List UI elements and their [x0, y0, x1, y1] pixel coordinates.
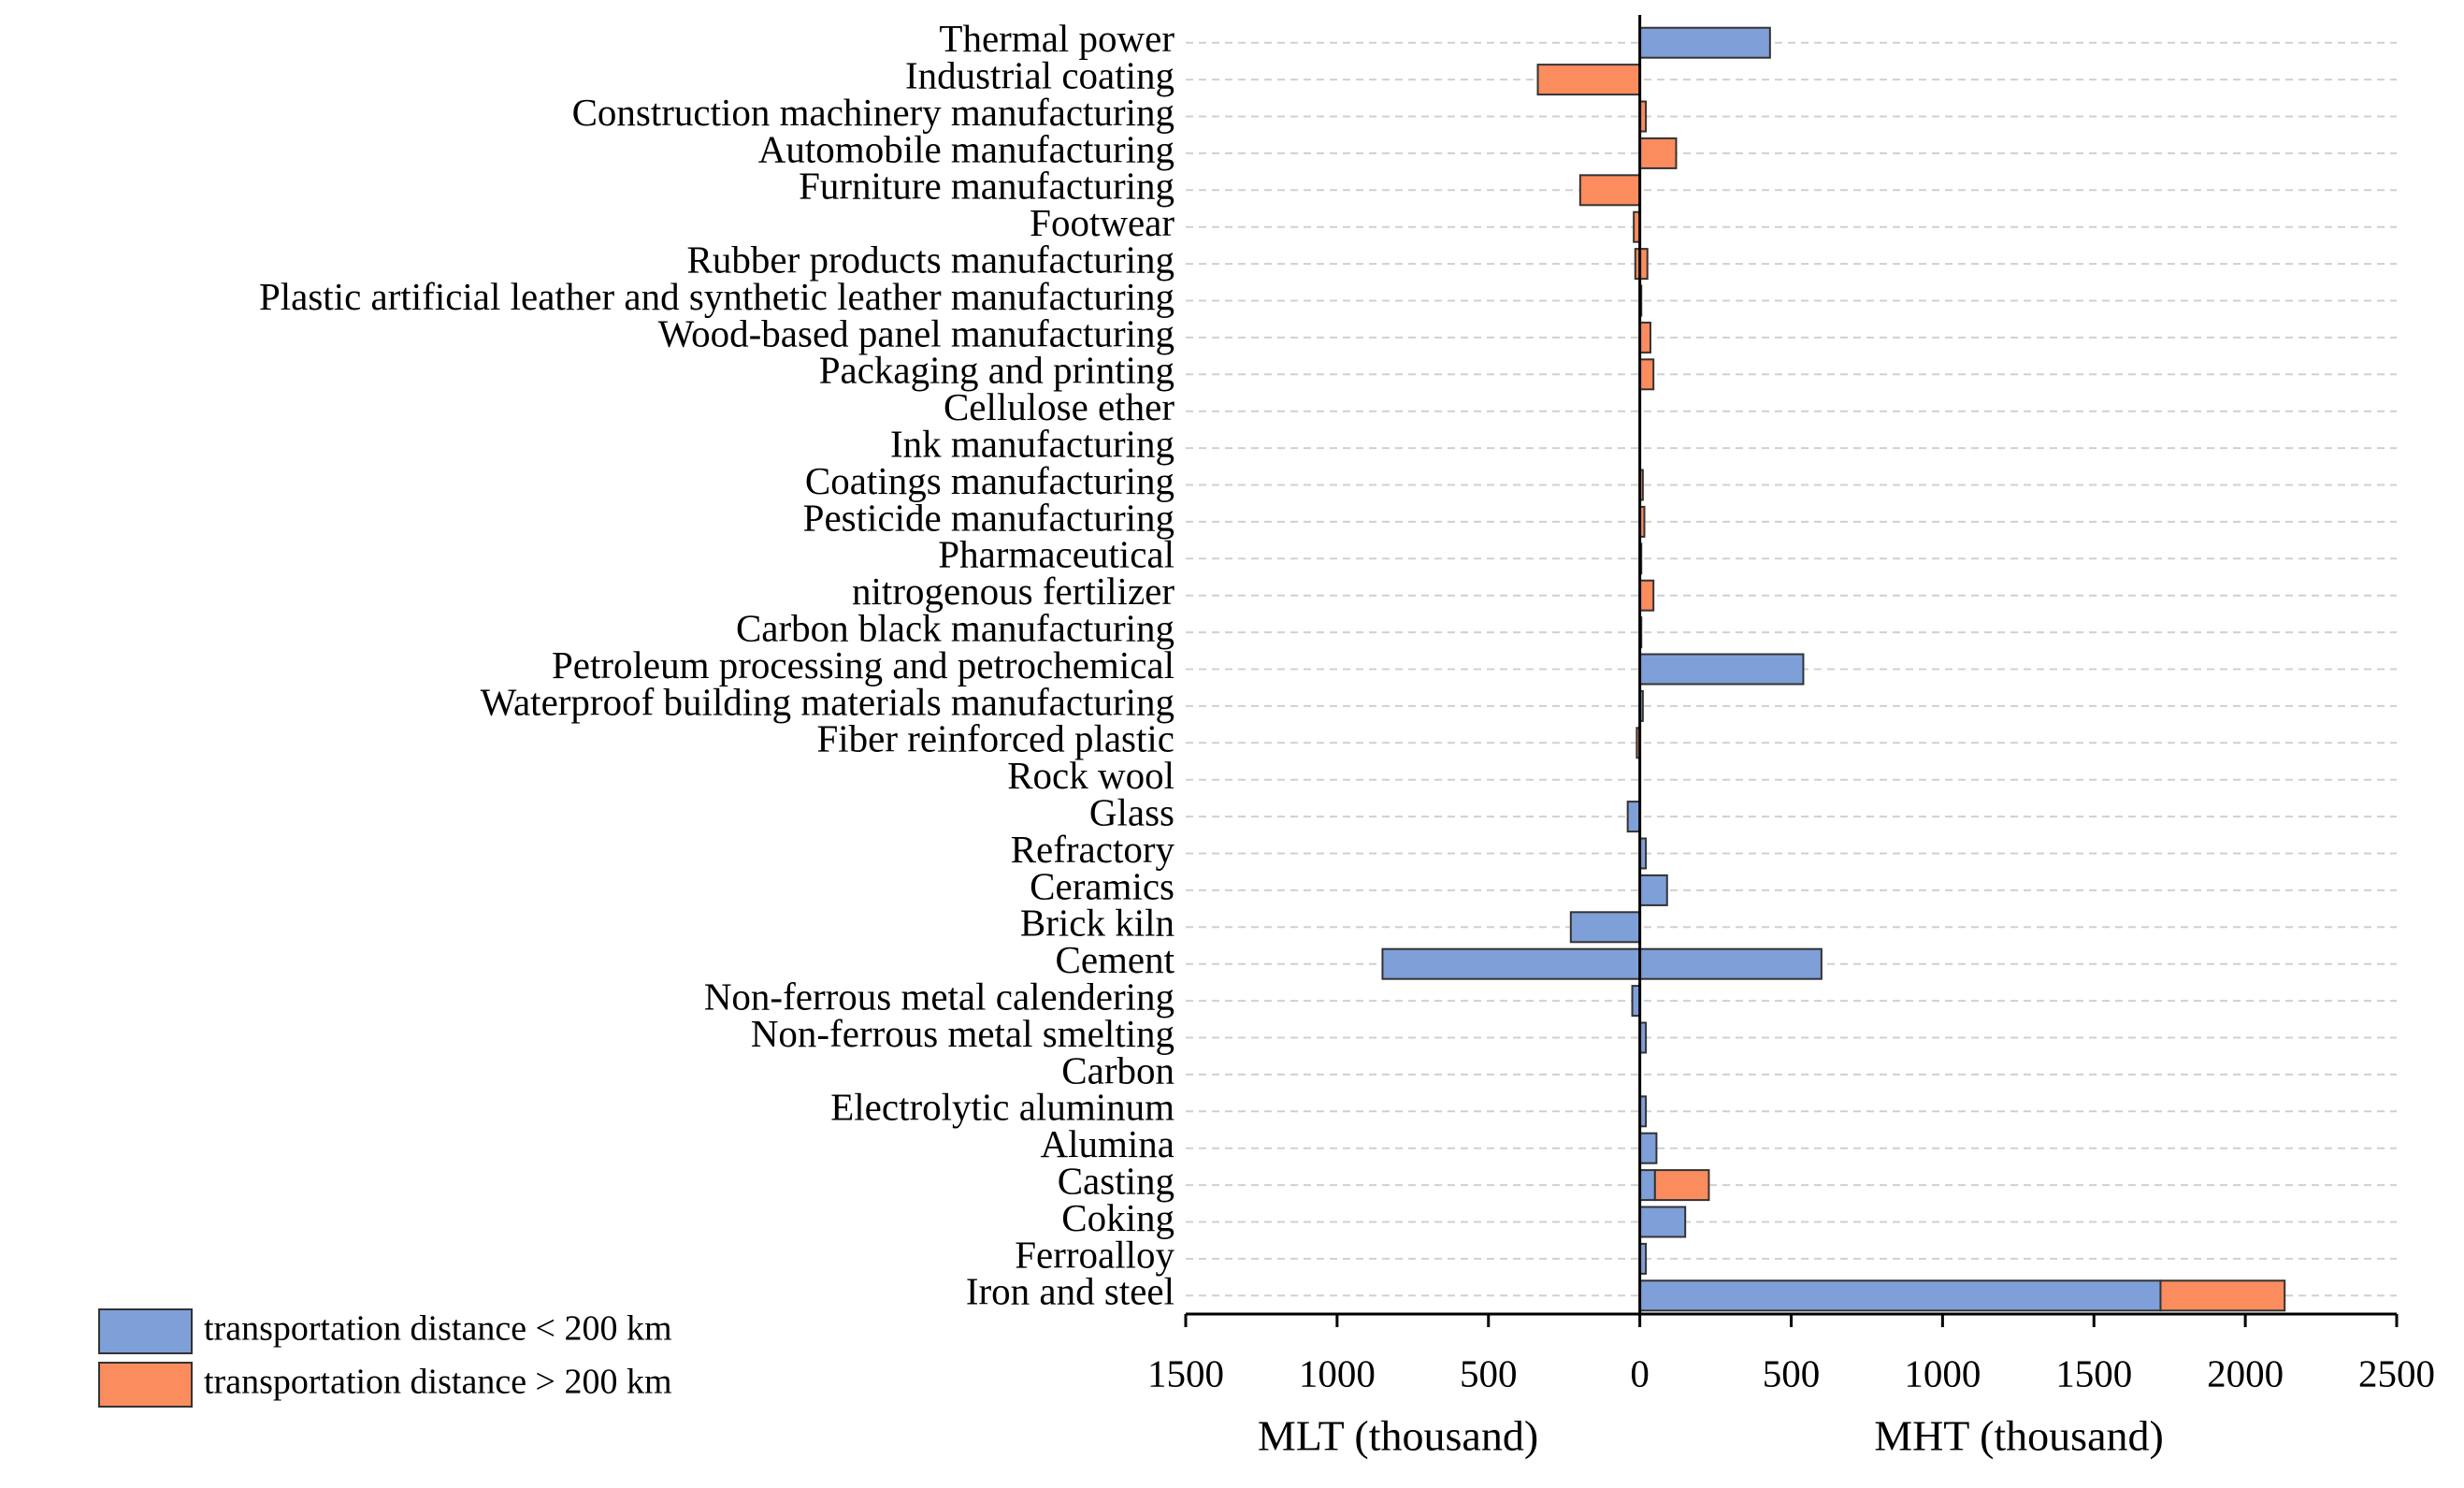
x-tick-label: 1000 — [1904, 1351, 1981, 1394]
bar — [1638, 26, 1771, 59]
bar — [1638, 137, 1678, 169]
bar — [1638, 1132, 1658, 1164]
y-tick-label: Non-ferrous metal smelting — [751, 1012, 1174, 1055]
bar — [1381, 947, 1641, 980]
y-tick-label: Plastic artificial leather and synthetic… — [259, 275, 1174, 318]
bar — [2159, 1279, 2286, 1312]
y-tick-label: Rock wool — [1007, 754, 1174, 797]
y-tick-label: Non-ferrous metal calendering — [704, 975, 1174, 1018]
y-tick-label: Electrolytic aluminum — [830, 1086, 1174, 1129]
y-tick-label: Cement — [1055, 938, 1174, 981]
y-tick-label: Alumina — [1041, 1122, 1174, 1165]
y-tick-label: Coatings manufacturing — [805, 459, 1174, 502]
y-tick-label: Thermal power — [939, 17, 1174, 60]
y-tick-label: Furniture manufacturing — [799, 165, 1174, 208]
x-tick-label: 0 — [1630, 1351, 1650, 1394]
legend-swatch — [98, 1308, 193, 1354]
y-tick-label: Brick kiln — [1020, 902, 1174, 945]
bar — [1638, 947, 1823, 980]
bar — [1653, 1169, 1710, 1202]
bar — [1638, 1279, 2162, 1312]
y-tick-label: Carbon — [1061, 1048, 1174, 1091]
bar — [1638, 653, 1805, 686]
y-tick-label: Ink manufacturing — [890, 423, 1174, 466]
bar — [1578, 174, 1641, 207]
y-tick-label: Carbon black manufacturing — [736, 607, 1174, 650]
y-tick-label: Rubber products manufacturing — [687, 238, 1174, 282]
y-tick-label: Fiber reinforced plastic — [816, 717, 1174, 760]
y-tick-label: Coking — [1061, 1196, 1174, 1239]
legend-swatch — [98, 1362, 193, 1408]
bar — [1569, 911, 1641, 944]
y-tick-label: Refractory — [1011, 828, 1175, 871]
y-tick-label: Wood-based panel manufacturing — [658, 311, 1174, 354]
x-tick-label: 1500 — [2055, 1351, 2132, 1394]
bar — [1638, 579, 1655, 612]
y-tick-label: Industrial coating — [905, 54, 1174, 97]
legend-label: transportation distance > 200 km — [204, 1363, 672, 1402]
bar — [1638, 1169, 1656, 1202]
y-tick-label: Glass — [1089, 791, 1174, 834]
y-tick-label: Packaging and printing — [819, 349, 1174, 392]
y-tick-label: Automobile manufacturing — [758, 127, 1174, 170]
y-tick-label: Iron and steel — [966, 1270, 1174, 1313]
bar — [1638, 321, 1651, 354]
bar — [1536, 64, 1641, 96]
x-axis-title-left: MLT (thousand) — [1258, 1412, 1538, 1460]
y-tick-label: Ceramics — [1030, 864, 1174, 907]
x-tick-label: 1500 — [1147, 1351, 1224, 1394]
bar — [1638, 874, 1668, 906]
y-tick-label: Waterproof building materials manufactur… — [481, 680, 1174, 723]
x-tick-label: 2500 — [2358, 1351, 2435, 1394]
x-tick-label: 1000 — [1299, 1351, 1376, 1394]
legend-label: transportation distance < 200 km — [204, 1309, 672, 1349]
y-tick-label: Casting — [1058, 1160, 1174, 1203]
y-tick-label: nitrogenous fertilizer — [852, 570, 1174, 613]
bar — [1638, 1206, 1687, 1238]
y-tick-label: Construction machinery manufacturing — [572, 91, 1174, 134]
y-tick-label: Pharmaceutical — [938, 533, 1174, 576]
y-tick-label: Ferroalloy — [1015, 1233, 1174, 1276]
x-tick-label: 500 — [1763, 1351, 1821, 1394]
y-tick-label: Petroleum processing and petrochemical — [552, 643, 1174, 686]
x-tick-label: 500 — [1460, 1351, 1518, 1394]
y-tick-label: Pesticide manufacturing — [803, 496, 1174, 539]
bar — [1626, 801, 1641, 833]
y-tick-label: Footwear — [1030, 201, 1174, 244]
y-tick-label: Cellulose ether — [944, 385, 1174, 428]
x-tick-label: 2000 — [2207, 1351, 2284, 1394]
x-axis-title-right: MHT (thousand) — [1874, 1412, 2164, 1460]
bar — [1638, 358, 1655, 391]
